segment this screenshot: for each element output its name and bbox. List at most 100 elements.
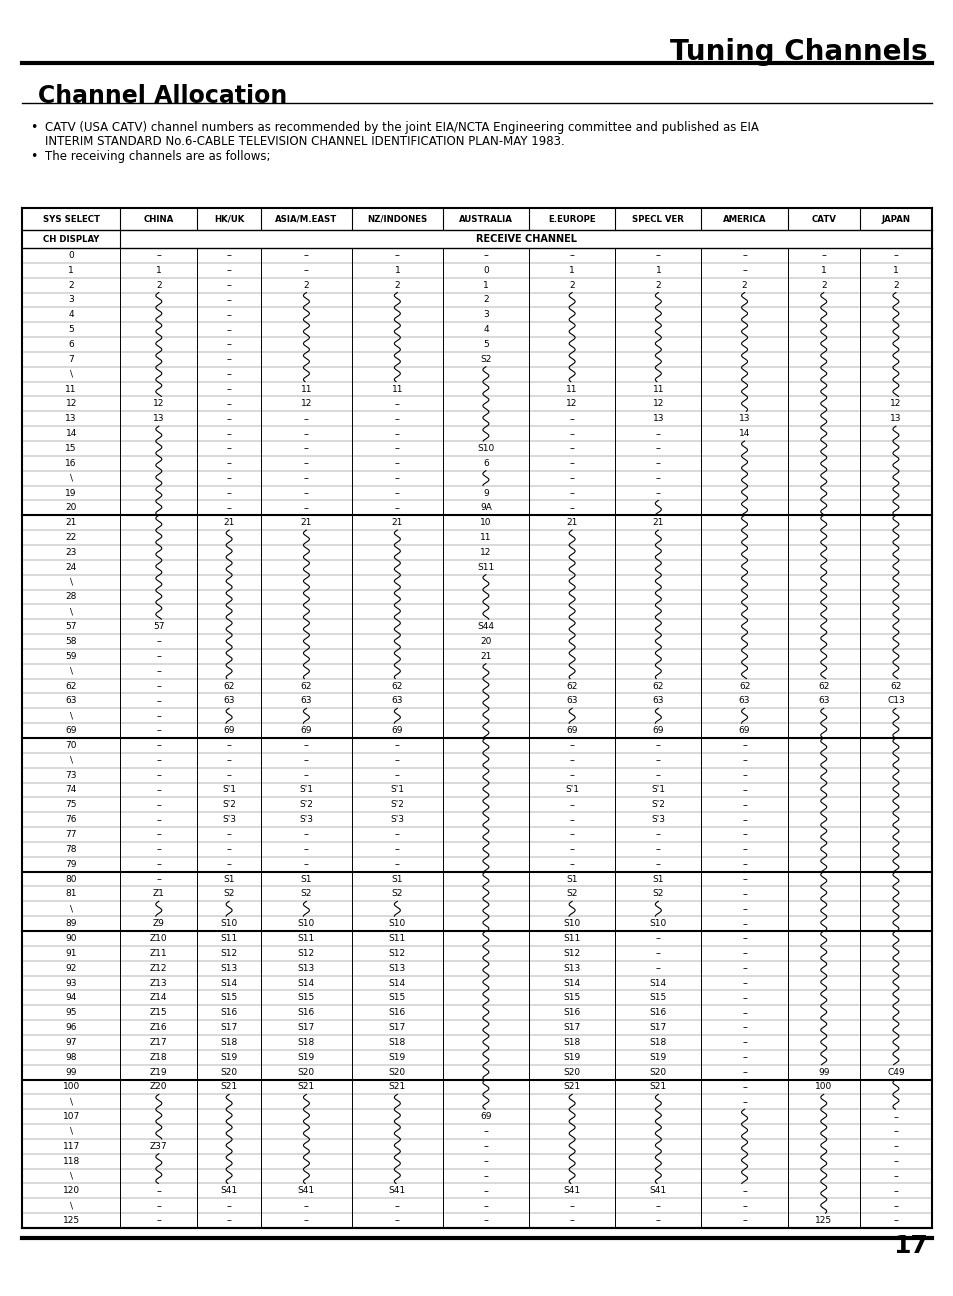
Text: –: – [893, 1112, 898, 1121]
Text: \: \ [70, 1172, 72, 1181]
Text: S18: S18 [220, 1038, 237, 1047]
Text: 63: 63 [300, 696, 312, 705]
Text: S'2: S'2 [222, 801, 235, 809]
Text: –: – [156, 859, 161, 870]
Text: 95: 95 [66, 1008, 77, 1017]
Text: S20: S20 [649, 1068, 666, 1077]
Text: 73: 73 [66, 771, 77, 780]
Text: 12: 12 [889, 399, 901, 408]
Text: –: – [227, 503, 232, 513]
Text: –: – [304, 829, 309, 840]
Text: S10: S10 [563, 919, 580, 928]
Text: –: – [569, 859, 574, 870]
Text: 2: 2 [69, 281, 74, 289]
Text: S13: S13 [220, 964, 237, 973]
Text: –: – [741, 800, 746, 810]
Text: –: – [227, 1200, 232, 1210]
Text: S20: S20 [220, 1068, 237, 1077]
Text: –: – [569, 250, 574, 260]
Text: –: – [569, 459, 574, 468]
Text: –: – [227, 829, 232, 840]
Text: –: – [656, 829, 660, 840]
Text: S12: S12 [297, 949, 314, 958]
Text: –: – [304, 1200, 309, 1210]
Text: –: – [227, 369, 232, 380]
Text: E.EUROPE: E.EUROPE [548, 215, 596, 223]
Text: 94: 94 [66, 993, 77, 1002]
Text: –: – [156, 845, 161, 854]
Text: 3: 3 [482, 310, 488, 319]
Text: 13: 13 [66, 415, 77, 424]
Text: –: – [227, 473, 232, 483]
Text: 11: 11 [566, 385, 578, 394]
Text: 69: 69 [391, 726, 403, 735]
Text: 70: 70 [66, 741, 77, 750]
Text: 69: 69 [652, 726, 663, 735]
Text: 17: 17 [892, 1234, 927, 1258]
Text: S19: S19 [297, 1052, 314, 1061]
Text: –: – [569, 845, 574, 854]
Text: –: – [656, 1216, 660, 1226]
Text: 1: 1 [655, 266, 660, 275]
Text: –: – [741, 1008, 746, 1017]
Text: S2: S2 [300, 889, 312, 898]
Text: 2: 2 [395, 281, 399, 289]
Text: 6: 6 [69, 340, 74, 349]
Text: 63: 63 [817, 696, 829, 705]
Text: S21: S21 [297, 1082, 314, 1091]
Text: \: \ [70, 1098, 72, 1107]
Text: 28: 28 [66, 592, 77, 601]
Text: 100: 100 [814, 1082, 832, 1091]
Text: –: – [156, 770, 161, 780]
Text: 12: 12 [652, 399, 663, 408]
Text: –: – [483, 1186, 488, 1196]
Text: –: – [156, 874, 161, 884]
Text: SYS SELECT: SYS SELECT [43, 215, 100, 223]
Text: –: – [741, 874, 746, 884]
Text: 62: 62 [392, 682, 402, 691]
Text: 21: 21 [223, 518, 234, 527]
Text: 2: 2 [303, 281, 309, 289]
Text: S10: S10 [476, 445, 494, 454]
Text: –: – [395, 473, 399, 483]
Text: –: – [227, 756, 232, 765]
Text: S15: S15 [563, 993, 580, 1002]
Text: S14: S14 [649, 978, 666, 988]
Text: S1: S1 [223, 875, 234, 884]
Text: S13: S13 [388, 964, 406, 973]
Text: Z9: Z9 [152, 919, 165, 928]
Text: –: – [304, 459, 309, 468]
Text: 62: 62 [739, 682, 749, 691]
Text: –: – [156, 815, 161, 824]
Text: S16: S16 [388, 1008, 406, 1017]
Text: S15: S15 [649, 993, 666, 1002]
Text: 16: 16 [66, 459, 77, 468]
Text: Z12: Z12 [150, 964, 168, 973]
Text: –: – [227, 399, 232, 410]
Text: \: \ [70, 756, 72, 765]
Text: 91: 91 [66, 949, 77, 958]
Text: –: – [656, 250, 660, 260]
Text: S21: S21 [220, 1082, 237, 1091]
Text: S1: S1 [391, 875, 403, 884]
Text: S'2: S'2 [299, 801, 313, 809]
Text: –: – [741, 1200, 746, 1210]
Text: 1: 1 [155, 266, 162, 275]
Text: –: – [156, 1186, 161, 1196]
Text: S20: S20 [563, 1068, 580, 1077]
Text: 1: 1 [820, 266, 825, 275]
Text: AUSTRALIA: AUSTRALIA [458, 215, 513, 223]
Text: –: – [569, 443, 574, 454]
Text: S11: S11 [297, 934, 314, 943]
Text: 15: 15 [66, 445, 77, 454]
Text: 58: 58 [66, 638, 77, 645]
Text: 1: 1 [394, 266, 400, 275]
Text: S17: S17 [649, 1023, 666, 1032]
Text: –: – [741, 756, 746, 765]
Text: –: – [741, 845, 746, 854]
Text: Z14: Z14 [150, 993, 168, 1002]
Text: S11: S11 [220, 934, 237, 943]
Text: –: – [569, 503, 574, 513]
Text: –: – [304, 443, 309, 454]
Text: 20: 20 [66, 503, 77, 512]
